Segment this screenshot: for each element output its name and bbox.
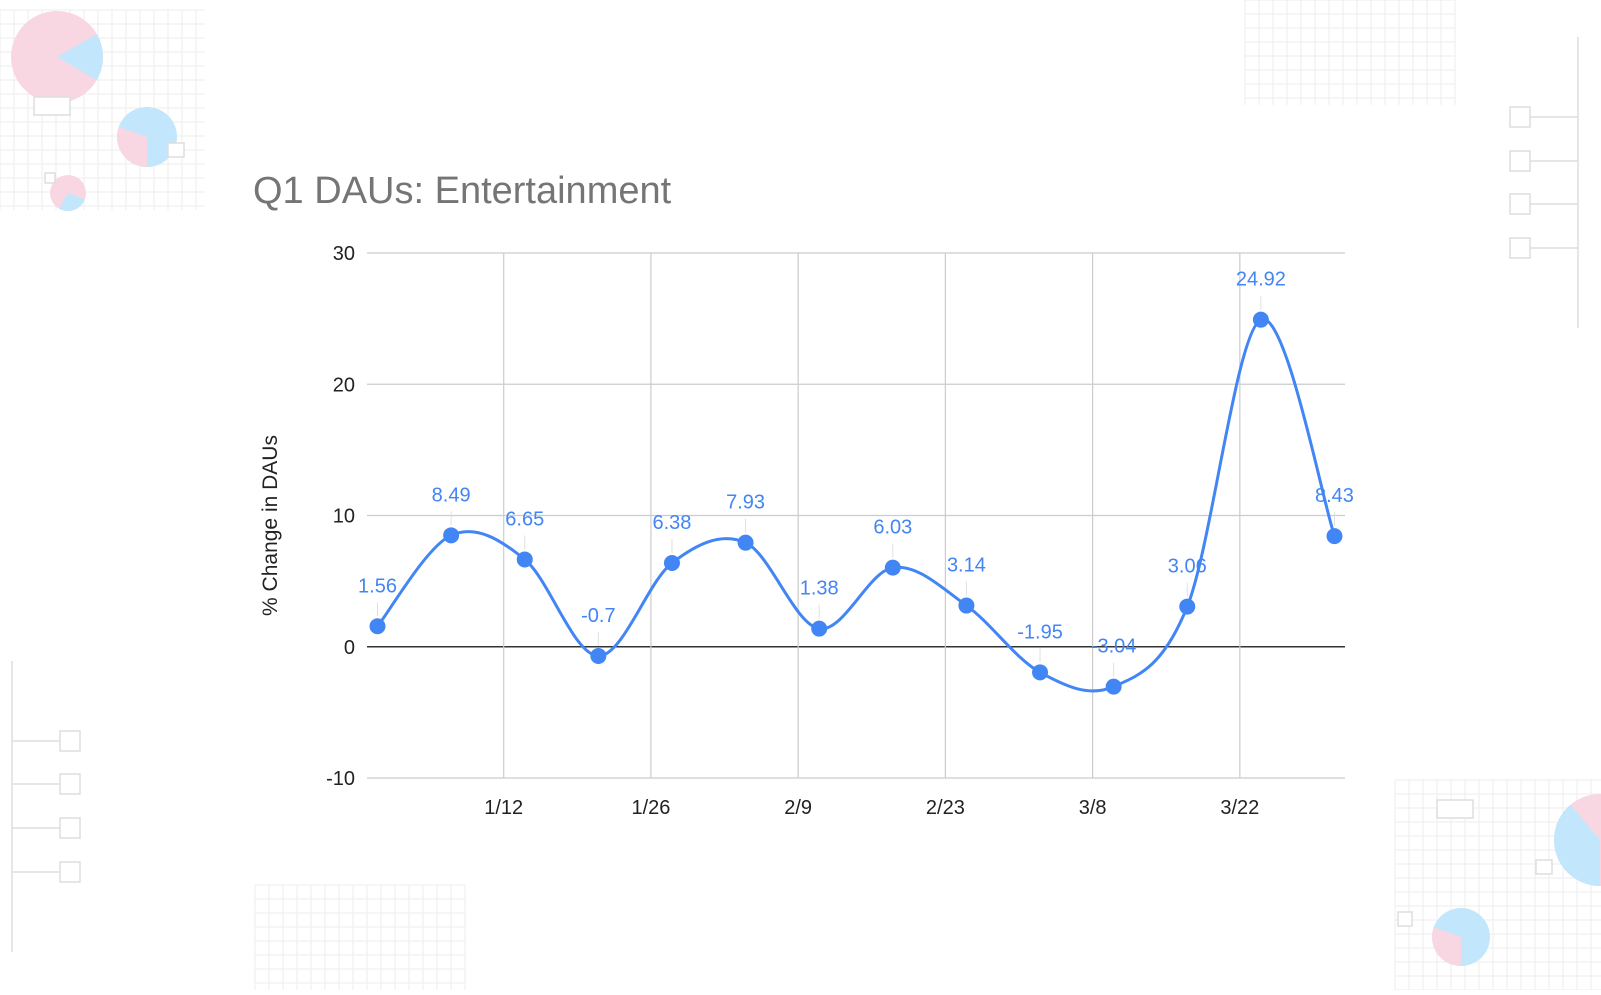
plot-area: 1.56 8.49 6.65 -0.7 6.38 7.93 1.38 6.03 3.14 -1.9…: [358, 269, 1354, 695]
decor-tree-right: [1509, 37, 1579, 328]
data-point: [737, 534, 754, 551]
data-label: 6.03: [873, 517, 912, 539]
data-label: 1.38: [800, 578, 839, 600]
y-axis-label: % Change in DAUs: [259, 435, 282, 616]
data-label: 1.56: [358, 575, 397, 597]
data-label: -0.7: [581, 605, 615, 627]
decor-grid-top-right: [1244, 0, 1456, 105]
data-label: 6.38: [652, 512, 691, 534]
decor-pie-large: [11, 11, 103, 103]
data-point: [811, 620, 828, 637]
decor-pie-corner: [1553, 794, 1601, 886]
decor-grid-bottom-left: [254, 884, 466, 990]
y-tick-label: 20: [333, 374, 355, 396]
y-tick-label: 30: [333, 243, 355, 265]
data-point: [958, 597, 975, 614]
data-label: 8.43: [1315, 485, 1354, 507]
chart-grid: [367, 252, 1345, 779]
data-label: 3.14: [947, 555, 986, 577]
x-tick-label: 3/22: [1220, 797, 1259, 819]
x-tick-label: 2/9: [784, 797, 812, 819]
data-point: [1252, 311, 1269, 328]
chart-axes: -10 0 10 20 30 1/12 1/26 2/9 2/23 3/8 3/22 % Change…: [259, 243, 1259, 819]
x-tick-label: 1/12: [484, 797, 523, 819]
decor-pie-medium: [116, 107, 177, 167]
data-label: 24.92: [1236, 269, 1286, 291]
x-tick-label: 3/8: [1079, 797, 1107, 819]
decor-box-2: [167, 142, 185, 158]
y-tick-label: -10: [326, 768, 355, 790]
decor-box-3: [44, 172, 56, 184]
x-tick-label: 1/26: [631, 797, 670, 819]
y-tick-label: 0: [344, 637, 355, 659]
decor-box-1: [33, 96, 71, 116]
data-point: [1105, 678, 1122, 695]
data-point: [590, 647, 607, 664]
decor-pie-small: [50, 175, 86, 211]
data-label: -3.04: [1091, 636, 1137, 658]
data-label: 8.49: [432, 484, 471, 506]
data-point: [1326, 528, 1343, 545]
decor-pie-bottom: [1431, 908, 1490, 967]
data-point: [1179, 598, 1196, 615]
data-label: 3.06: [1168, 556, 1207, 578]
data-point: [516, 551, 533, 568]
decor-tree-left: [11, 661, 81, 952]
data-label: 7.93: [726, 492, 765, 514]
data-label: -1.95: [1017, 621, 1063, 643]
decor-box-6: [1397, 911, 1413, 927]
series-line: [376, 318, 1336, 693]
decor-box-4: [1436, 799, 1474, 819]
data-point: [443, 527, 460, 544]
chart-title: Q1 DAUs: Entertainment: [253, 170, 672, 212]
y-tick-label: 10: [333, 506, 355, 528]
data-point: [884, 559, 901, 576]
x-tick-label: 2/23: [926, 797, 965, 819]
decor-box-5: [1535, 859, 1553, 875]
data-point: [1032, 664, 1049, 681]
data-point: [663, 555, 680, 572]
data-point: [369, 618, 386, 635]
data-label: 6.65: [505, 508, 544, 530]
